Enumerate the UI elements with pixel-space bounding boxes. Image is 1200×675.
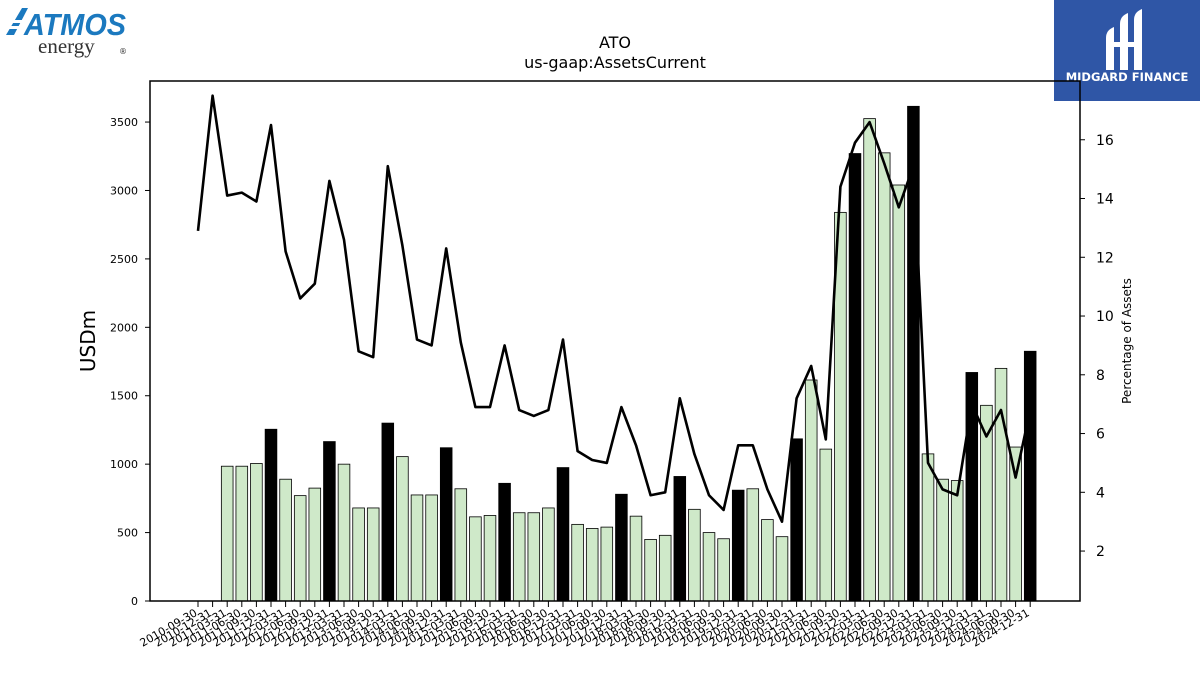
bar-annual	[556, 467, 570, 602]
bar-quarterly	[1009, 446, 1022, 602]
bar-quarterly	[629, 515, 643, 602]
bar-quarterly	[571, 523, 584, 602]
percentage-line-series	[196, 94, 1032, 523]
bar-quarterly	[337, 463, 351, 602]
logo-sub: energy	[38, 34, 95, 58]
x-axis-ticks: 2010-09-302010-12-312011-03-312011-06-30…	[138, 601, 1032, 650]
y-tick-label: 3500	[110, 116, 138, 129]
chart-title: ATO	[599, 33, 631, 52]
bar-quarterly	[235, 465, 249, 602]
y2-tick-label: 6	[1096, 427, 1105, 443]
bar-quarterly	[279, 478, 292, 602]
bar-quarterly	[410, 494, 424, 602]
bar-annual	[731, 489, 745, 602]
bar-annual	[673, 476, 687, 602]
y-tick-label: 3000	[110, 184, 138, 197]
bar-quarterly	[717, 538, 730, 602]
y2-tick-label: 10	[1096, 309, 1114, 325]
bar-annual	[498, 482, 511, 602]
bar-quarterly	[804, 379, 818, 602]
chart-subtitle: us-gaap:AssetsCurrent	[524, 53, 706, 72]
flame-icon	[6, 8, 38, 35]
y2-tick-label: 12	[1096, 250, 1114, 266]
y2-axis-label: Percentage of Assets	[1120, 278, 1134, 404]
bar-quarterly	[454, 488, 468, 602]
midgard-finance-logo: MIDGARD FINANCE	[1054, 0, 1200, 101]
bar-quarterly	[936, 478, 949, 602]
y2-tick-label: 2	[1096, 544, 1105, 560]
plot-frame	[149, 80, 1081, 602]
bar-quarterly	[585, 528, 599, 602]
midgard-m-icon	[1106, 9, 1142, 70]
bar-quarterly	[366, 507, 380, 602]
bar-quarterly	[644, 539, 657, 602]
y-axis-label: USDm	[76, 310, 100, 372]
y-tick-label: 1000	[110, 458, 138, 471]
bar-annual	[381, 422, 395, 602]
bar-quarterly	[220, 465, 234, 602]
y2-tick-label: 4	[1096, 485, 1105, 501]
y-tick-label: 2500	[110, 253, 138, 266]
y-tick-label: 1500	[110, 390, 138, 403]
bar-quarterly	[308, 487, 322, 602]
bar-quarterly	[702, 532, 716, 602]
bar-quarterly	[527, 512, 541, 602]
right-axis-ticks: 2 4 6 8 10 12 14 16	[1080, 133, 1114, 560]
bar-quarterly	[600, 526, 614, 602]
y-tick-label: 2000	[110, 321, 138, 334]
bar-quarterly	[542, 507, 555, 602]
bar-quarterly	[483, 515, 497, 602]
bar-quarterly	[469, 516, 482, 602]
bar-quarterly	[425, 494, 438, 602]
bar-annual	[439, 447, 453, 602]
y2-tick-label: 8	[1096, 368, 1105, 384]
left-axis-ticks: 0 500 1000 1500 2000 2500 3000 3500	[110, 116, 150, 608]
bar-quarterly	[250, 463, 263, 602]
bar-quarterly	[950, 480, 964, 602]
logo-mark: ®	[119, 47, 127, 56]
bar-quarterly	[352, 507, 365, 602]
y2-tick-label: 16	[1096, 133, 1114, 149]
bar-quarterly	[775, 536, 789, 602]
bar-quarterly	[921, 453, 935, 602]
atmos-energy-logo: ATMOS energy ®	[6, 7, 127, 58]
bar-annual	[264, 428, 278, 602]
bar-quarterly	[512, 512, 526, 602]
bar-quarterly	[877, 152, 891, 602]
bar-quarterly	[688, 508, 701, 602]
logo-name: MIDGARD FINANCE	[1066, 70, 1189, 84]
y2-tick-label: 14	[1096, 192, 1114, 208]
bar-quarterly	[396, 456, 409, 602]
bar-quarterly	[293, 495, 307, 602]
bar-annual	[1023, 350, 1037, 602]
bar-annual	[323, 441, 336, 602]
bar-quarterly	[863, 118, 876, 602]
bar-quarterly	[892, 184, 906, 602]
logo-word: ATMOS	[23, 7, 126, 42]
y-tick-label: 500	[117, 527, 138, 540]
bar-quarterly	[994, 367, 1008, 602]
percentage-line	[196, 94, 1032, 523]
bar-annual	[615, 493, 628, 602]
bar-annual	[790, 438, 803, 602]
bar-quarterly	[746, 488, 760, 602]
bar-quarterly	[761, 519, 774, 602]
bar-quarterly	[658, 534, 672, 602]
y-tick-label: 0	[131, 595, 138, 608]
bar-quarterly	[819, 448, 833, 602]
bar-annual	[848, 153, 862, 602]
